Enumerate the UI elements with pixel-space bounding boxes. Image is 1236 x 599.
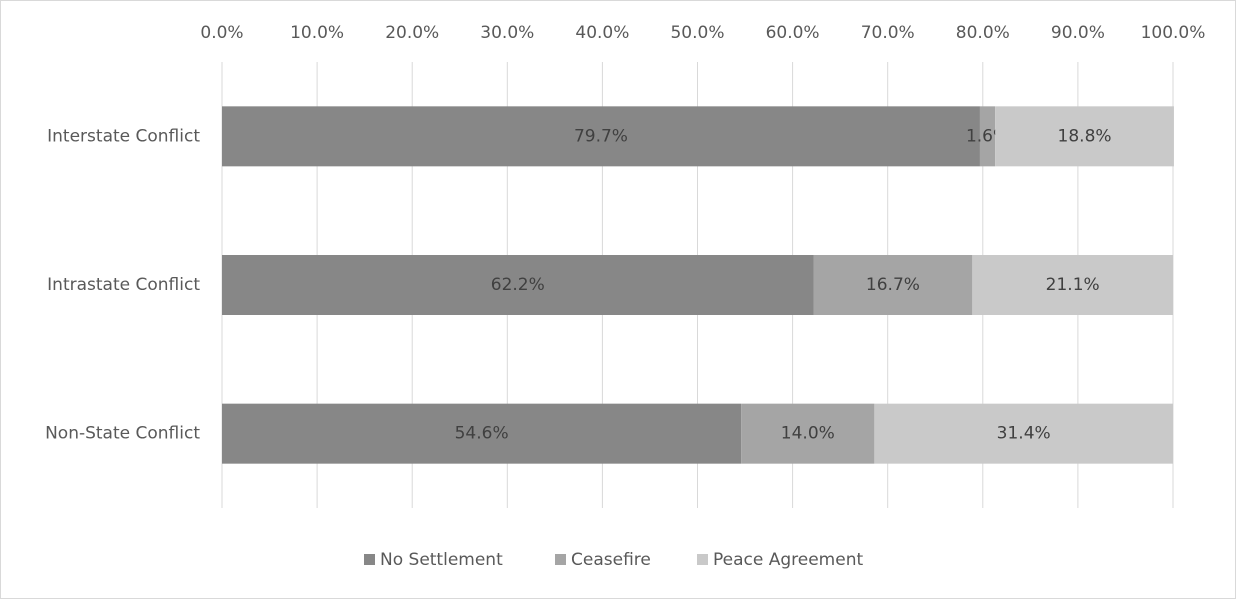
legend-label: No Settlement (380, 550, 503, 570)
x-tick-label: 0.0% (200, 23, 243, 43)
data-label: 54.6% (455, 424, 509, 444)
x-tick-label: 50.0% (670, 23, 724, 43)
data-label: 16.7% (866, 275, 920, 295)
bar-segment (222, 403, 742, 464)
x-tick-label: 60.0% (766, 23, 820, 43)
y-tick-label: Interstate Conflict (47, 126, 200, 146)
x-tick-label: 80.0% (956, 23, 1010, 43)
bar-segment (741, 403, 875, 464)
bar-segment (874, 403, 1173, 464)
bar-segment (222, 255, 814, 315)
legend-label: Peace Agreement (713, 550, 863, 570)
data-label: 31.4% (997, 424, 1051, 444)
y-tick-label: Intrastate Conflict (47, 275, 200, 295)
data-label: 18.8% (1058, 126, 1112, 146)
x-tick-label: 20.0% (385, 23, 439, 43)
x-tick-label: 100.0% (1141, 23, 1206, 43)
x-tick-label: 30.0% (480, 23, 534, 43)
bar-segment (813, 255, 973, 315)
data-label: 62.2% (491, 275, 545, 295)
bar-segment (972, 255, 1173, 315)
legend-swatch (697, 554, 708, 565)
x-tick-label: 10.0% (290, 23, 344, 43)
x-tick-label: 40.0% (575, 23, 629, 43)
legend-swatch (364, 554, 375, 565)
data-label: 21.1% (1046, 275, 1100, 295)
legend-label: Ceasefire (571, 550, 651, 570)
data-label: 14.0% (781, 424, 835, 444)
x-tick-label: 70.0% (861, 23, 915, 43)
bar-segment (995, 106, 1174, 167)
y-tick-label: Non-State Conflict (45, 424, 200, 444)
bar-segment (222, 106, 980, 167)
bar-segment (979, 106, 996, 167)
legend-swatch (555, 554, 566, 565)
x-tick-label: 90.0% (1051, 23, 1105, 43)
data-label: 79.7% (574, 126, 628, 146)
